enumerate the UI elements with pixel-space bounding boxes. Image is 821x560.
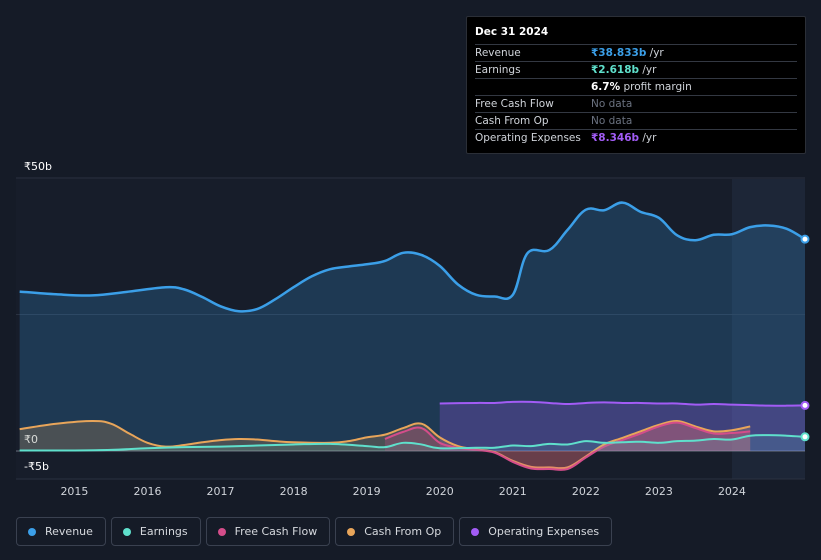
legend-item-cash-from-op[interactable]: Cash From Op	[335, 517, 455, 546]
x-tick-label: 2018	[280, 485, 308, 498]
y-tick-label: -₹5b	[24, 460, 49, 473]
legend-dot-icon	[28, 527, 36, 536]
tooltip-row-value: No data	[591, 115, 633, 127]
legend-dot-icon	[217, 527, 226, 536]
tooltip-row-value: ₹38.833b /yr	[591, 47, 664, 59]
tooltip-row: Earnings ₹2.618b /yr	[475, 62, 797, 79]
x-tick-label: 2016	[134, 485, 162, 498]
legend-item-revenue[interactable]: Revenue	[16, 517, 106, 546]
end-marker-earnings	[800, 432, 810, 442]
tooltip-row: Operating Expenses ₹8.346b /yr	[475, 130, 797, 147]
series-line-revenue	[19, 201, 806, 313]
x-tick-label: 2015	[60, 485, 88, 498]
legend-item-operating-expenses[interactable]: Operating Expenses	[459, 517, 613, 546]
series-area-revenue	[19, 202, 806, 451]
legend-dot-icon	[347, 527, 356, 536]
chart-area: ₹50b ₹0 -₹5b 2015 2016 2017 2018 2019 2020 2021 20…	[16, 160, 810, 498]
x-tick-label: 2019	[353, 485, 381, 498]
legend: Revenue Earnings Free Cash Flow Cash From O…	[16, 517, 613, 546]
x-tick-label: 2023	[645, 485, 673, 498]
tooltip-row: Cash From Op No data	[475, 113, 797, 130]
tooltip-row-value: ₹2.618b /yr	[591, 64, 657, 76]
tooltip-row-value: 6.7% profit margin	[591, 81, 692, 93]
x-tick-label: 2022	[572, 485, 600, 498]
series-line-free-cash-flow	[384, 421, 751, 471]
series-line-operating-expenses	[439, 400, 806, 407]
chart-svg: ₹50b ₹0 -₹5b 2015 2016 2017 2018 2019 2020 2021 20…	[16, 160, 810, 498]
tooltip-row: 6.7% profit margin	[475, 79, 797, 96]
legend-item-free-cash-flow[interactable]: Free Cash Flow	[205, 517, 331, 546]
tooltip-row: Free Cash Flow No data	[475, 96, 797, 113]
tooltip-row: Revenue ₹38.833b /yr	[475, 45, 797, 62]
y-tick-label: ₹50b	[24, 160, 52, 173]
tooltip-row-label: Earnings	[475, 64, 521, 76]
legend-label: Operating Expenses	[488, 525, 600, 538]
y-tick-label: ₹0	[24, 433, 38, 446]
tooltip-row-value: ₹8.346b /yr	[591, 132, 657, 144]
tooltip-row-label: Free Cash Flow	[475, 98, 554, 110]
tooltip-row-label	[475, 79, 591, 95]
legend-dot-icon	[122, 527, 131, 536]
series-line-earnings	[19, 434, 806, 452]
end-marker-revenue	[800, 234, 810, 244]
tooltip-panel: Dec 31 2024 Revenue ₹38.833b /yr Earnings ₹…	[466, 16, 806, 154]
end-marker-operating-expenses	[800, 400, 810, 410]
x-tick-label: 2024	[718, 485, 746, 498]
x-tick-label: 2020	[426, 485, 454, 498]
tooltip-row-label: Cash From Op	[475, 115, 549, 127]
legend-item-earnings[interactable]: Earnings	[110, 517, 201, 546]
tooltip-row-label: Revenue	[475, 47, 521, 59]
x-tick-label: 2017	[207, 485, 235, 498]
legend-label: Revenue	[45, 525, 93, 538]
tooltip-row-value: No data	[591, 98, 633, 110]
legend-label: Free Cash Flow	[234, 525, 318, 538]
x-tick-label: 2021	[499, 485, 527, 498]
legend-label: Earnings	[139, 525, 188, 538]
legend-dot-icon	[471, 527, 480, 536]
tooltip-row-label: Operating Expenses	[475, 132, 581, 144]
series-area-cash-from-op	[19, 420, 751, 469]
tooltip-date: Dec 31 2024	[475, 25, 797, 45]
series-area-free-cash-flow	[384, 422, 751, 470]
legend-label: Cash From Op	[364, 525, 442, 538]
